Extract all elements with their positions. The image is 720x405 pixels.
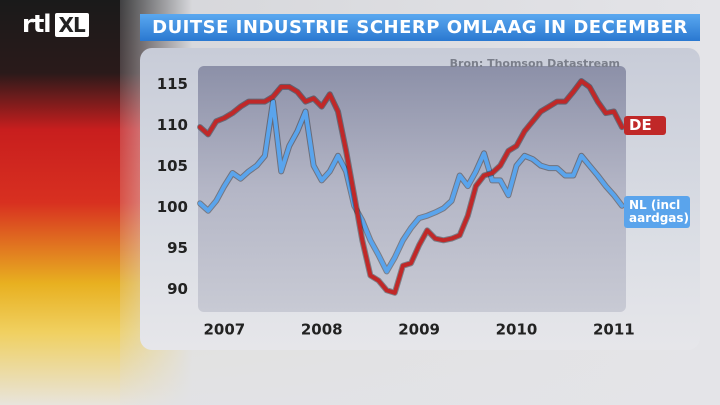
chart-title: DUITSE INDUSTRIE SCHERP OMLAAG IN DECEMB… [140, 14, 700, 41]
x-tick-label: 2010 [496, 321, 538, 339]
line [198, 79, 624, 295]
x-tick-label: 2011 [593, 321, 635, 339]
logo-rtl: rtl [22, 10, 52, 38]
y-tick-label: 95 [167, 239, 188, 257]
y-tick-label: 100 [157, 198, 188, 216]
source: Bron: Thomson Datastream [450, 57, 620, 70]
legend-entry: DE [624, 116, 666, 135]
y-tick-label: 90 [167, 280, 188, 298]
plot-area [198, 66, 626, 312]
x-tick-label: 2009 [398, 321, 440, 339]
y-tick-label: 110 [157, 116, 188, 134]
y-tick-label: 115 [157, 75, 188, 93]
legend-entry: NL (incl aardgas) [624, 196, 690, 228]
line [198, 99, 624, 274]
x-tick-label: 2008 [301, 321, 343, 339]
logo: rtl XL [22, 10, 89, 38]
logo-xl: XL [54, 13, 89, 37]
x-tick-label: 2007 [203, 321, 245, 339]
y-tick-label: 105 [157, 157, 188, 175]
